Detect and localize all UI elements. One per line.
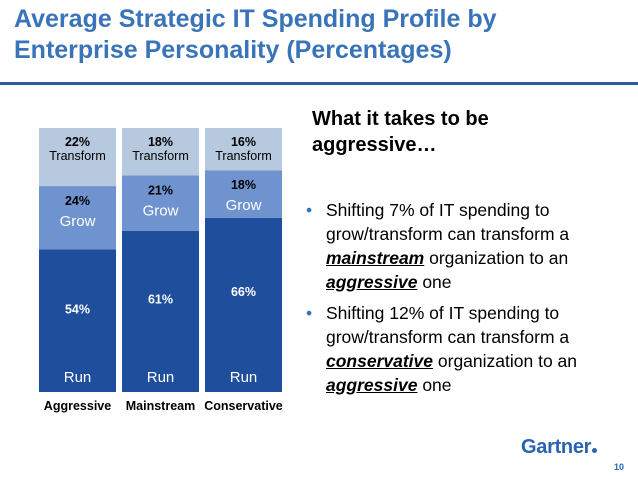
- data-label: 21%: [148, 184, 173, 198]
- bar-segment-run: [39, 249, 116, 392]
- bullet-list: • Shifting 7% of IT spending to grow/tra…: [306, 198, 626, 404]
- bar-segment-run: [122, 230, 199, 392]
- bullet-emphasis: aggressive: [326, 272, 418, 292]
- data-label: 24%: [65, 194, 90, 208]
- segment-name-label: Grow: [143, 203, 179, 220]
- category-label: Mainstream: [126, 399, 195, 413]
- bullet-text-post: one: [417, 375, 452, 395]
- segment-name-label: Grow: [60, 213, 96, 230]
- bullet-text-pre: Shifting 12% of IT spending to grow/tran…: [326, 303, 570, 347]
- bullet-text: Shifting 12% of IT spending to grow/tran…: [326, 301, 626, 397]
- data-label: 18%: [148, 135, 173, 149]
- segment-name-label: Run: [64, 369, 92, 386]
- bar-segment-grow: [205, 170, 282, 218]
- title-divider: [0, 82, 638, 85]
- data-label: 18%: [231, 178, 256, 192]
- bar-segment-transform: [122, 128, 199, 176]
- bullet-text-pre: Shifting 7% of IT spending to grow/trans…: [326, 200, 570, 244]
- segment-name-label: Grow: [226, 197, 262, 214]
- segment-name-label: Run: [230, 369, 258, 386]
- category-label: Conservative: [204, 399, 283, 413]
- bullet-text-post: one: [417, 272, 452, 292]
- bullet-dot: •: [306, 303, 313, 323]
- logo-dot-icon: [592, 448, 598, 453]
- segment-name-label: Transform: [132, 149, 189, 163]
- segment-name-label: Transform: [215, 149, 272, 163]
- logo-text: Gartner: [521, 436, 592, 458]
- segment-name-label: Transform: [49, 149, 106, 163]
- stacked-bar-chart: 54%Run24%Grow22%TransformAggressive61%Ru…: [39, 128, 283, 413]
- slide-title: Average Strategic IT Spending Profile by…: [14, 5, 497, 64]
- data-label: 54%: [65, 303, 90, 317]
- bar-segment-run: [205, 217, 282, 392]
- data-label: 22%: [65, 135, 90, 149]
- page-number: 10: [614, 462, 625, 472]
- bar-segment-grow: [122, 175, 199, 231]
- bullet-item: • Shifting 7% of IT spending to grow/tra…: [306, 198, 626, 294]
- category-label: Aggressive: [44, 399, 111, 413]
- data-label: 66%: [231, 285, 256, 299]
- bullet-emphasis: aggressive: [326, 375, 418, 395]
- bullet-dot: •: [306, 200, 313, 220]
- gartner-logo: Gartner: [521, 436, 598, 459]
- bullet-item: • Shifting 12% of IT spending to grow/tr…: [306, 301, 626, 397]
- bullet-emphasis: mainstream: [326, 248, 425, 268]
- bullet-emphasis: conservative: [326, 351, 434, 371]
- bar-segment-transform: [205, 128, 282, 171]
- right-heading: What it takes to be aggressive…: [312, 108, 489, 156]
- segment-name-label: Run: [147, 369, 175, 386]
- data-label: 16%: [231, 135, 256, 149]
- bullet-text: Shifting 7% of IT spending to grow/trans…: [326, 198, 626, 294]
- bar-segment-transform: [39, 128, 116, 187]
- bullet-text-mid: organization to an: [433, 351, 578, 371]
- data-label: 61%: [148, 292, 173, 306]
- bullet-text-mid: organization to an: [424, 248, 569, 268]
- bar-segment-grow: [39, 186, 116, 250]
